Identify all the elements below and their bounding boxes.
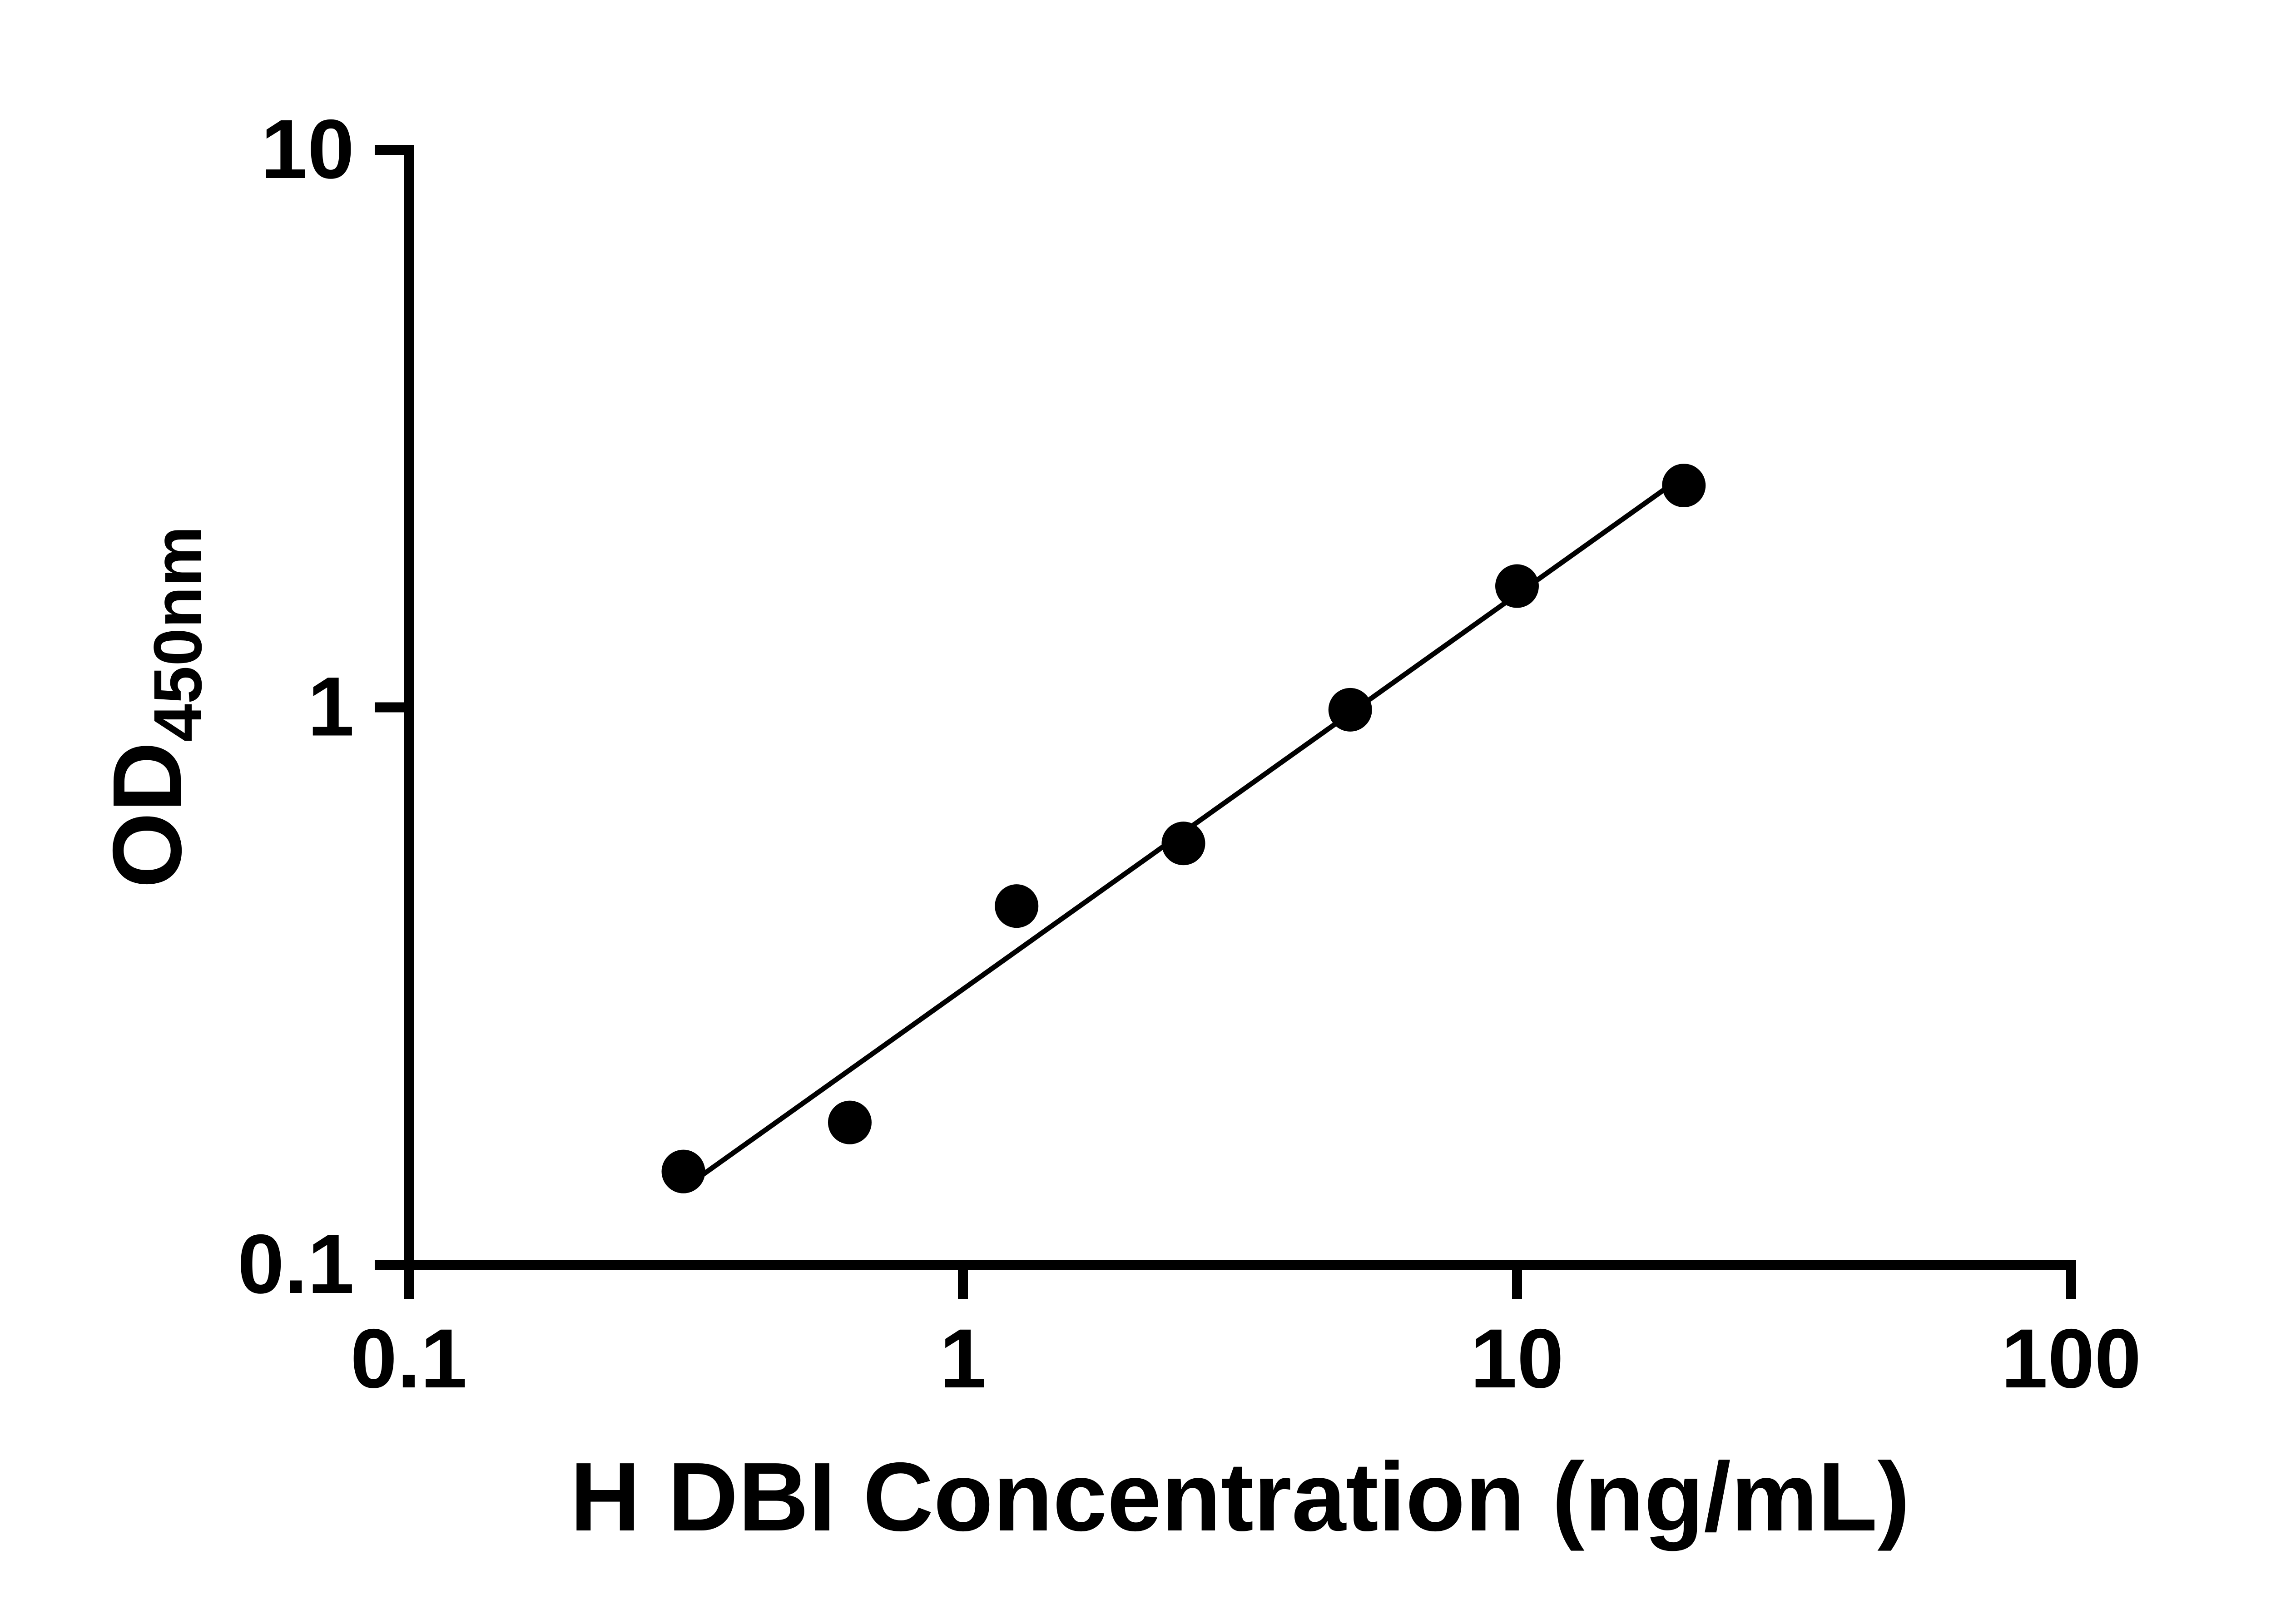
- x-axis-tick-label: 0.1: [350, 1312, 467, 1406]
- x-axis-tick-label: 1: [940, 1312, 987, 1406]
- y-axis-title: OD450nm: [92, 526, 216, 888]
- data-point: [1662, 464, 1706, 508]
- data-point: [1495, 564, 1539, 608]
- data-point: [1161, 822, 1205, 866]
- y-axis-tick-label: 10: [261, 103, 354, 196]
- x-axis-title: H DBI Concentration (ng/mL): [570, 1442, 1910, 1551]
- y-axis-title-subscript: 450nm: [139, 526, 216, 742]
- y-axis-tick-label: 1: [307, 660, 354, 754]
- axis-frame: [404, 145, 2076, 1270]
- data-point: [828, 1100, 872, 1144]
- axes: [404, 145, 2076, 1270]
- data-point: [1328, 688, 1372, 732]
- data-point: [995, 884, 1039, 928]
- x-axis-tick-label: 10: [1470, 1312, 1564, 1406]
- y-axis-title-main: OD: [92, 742, 202, 888]
- data-series: [661, 464, 1706, 1193]
- y-axis-tick-label: 0.1: [238, 1218, 354, 1311]
- axis-titles: H DBI Concentration (ng/mL) OD450nm: [92, 526, 1910, 1551]
- data-point: [661, 1149, 705, 1193]
- axis-tick-labels: 0.1 1 10 100 0.1 1 10: [238, 103, 2142, 1406]
- x-axis-tick-label: 100: [2001, 1312, 2142, 1406]
- axis-ticks: [375, 145, 2076, 1299]
